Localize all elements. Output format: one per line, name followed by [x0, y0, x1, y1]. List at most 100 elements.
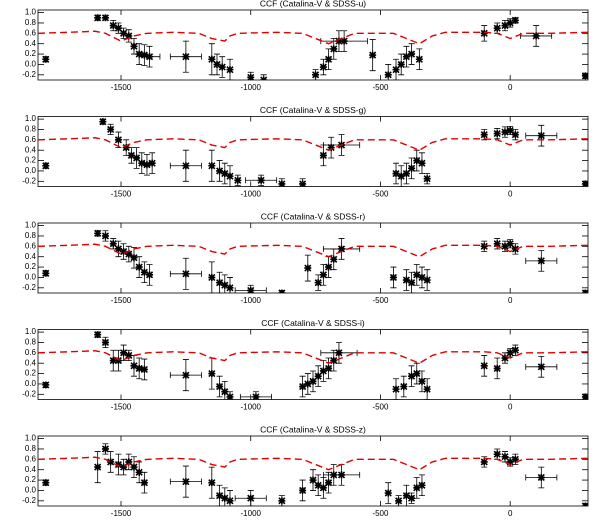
data-point: [395, 497, 403, 505]
y-tick-label: -0.2: [22, 176, 36, 185]
x-tick-label: -1500: [111, 403, 132, 412]
data-point: [135, 263, 143, 271]
data-point: [122, 144, 130, 152]
data-point: [257, 176, 265, 184]
data-point: [314, 279, 322, 287]
data-point: [480, 362, 488, 370]
plot-area: [38, 331, 588, 400]
data-point: [581, 393, 588, 400]
data-point: [309, 476, 317, 484]
data-point: [109, 240, 117, 248]
data-point: [247, 494, 255, 502]
y-tick-label: 0.4: [25, 252, 37, 261]
data-point: [42, 479, 50, 487]
data-point: [120, 463, 128, 471]
data-point: [537, 132, 545, 140]
data-point: [135, 468, 143, 476]
panel-title: CCF (Catalina-V & SDSS-z): [260, 424, 366, 434]
data-point: [408, 372, 416, 380]
data-point: [299, 180, 307, 187]
x-tick-label: -1000: [241, 83, 262, 92]
data-point: [413, 370, 421, 378]
data-point: [94, 331, 102, 339]
data-point: [537, 473, 545, 482]
data-point: [99, 118, 107, 126]
panel: CCF (Catalina-V & SDSS-g) -1500 -1000 -500 0…: [22, 105, 589, 199]
y-tick-label: 0.8: [25, 338, 37, 347]
panel-title: CCF (Catalina-V & SDSS-r): [261, 211, 366, 221]
data-point: [330, 357, 338, 365]
data-point: [143, 161, 151, 169]
x-tick-label: 0: [508, 83, 513, 92]
data-point: [537, 257, 545, 265]
data-point: [337, 245, 346, 253]
data-point: [226, 393, 234, 400]
y-tick-label: 0.8: [25, 231, 37, 240]
y-tick-label: 1.0: [25, 327, 37, 336]
y-tick-label: 1.0: [25, 114, 37, 123]
x-tick-label: 0: [508, 296, 513, 305]
data-point: [537, 363, 545, 371]
y-tick-label: 0.4: [25, 358, 37, 367]
data-point: [208, 479, 216, 487]
y-tick-label: -0.2: [22, 496, 36, 505]
data-point: [335, 349, 343, 357]
data-point: [340, 37, 348, 45]
data-point: [278, 497, 286, 505]
data-point: [408, 279, 416, 287]
data-point: [101, 232, 110, 240]
data-point: [221, 169, 229, 178]
x-tick-label: -1500: [111, 509, 132, 518]
panel-title: CCF (Catalina-V & SDSS-u): [260, 0, 366, 8]
data-point: [140, 268, 148, 276]
y-tick-label: 0.6: [25, 135, 37, 144]
data-point: [130, 463, 138, 471]
data-point: [493, 130, 501, 138]
data-point: [402, 492, 410, 500]
data-point: [101, 338, 110, 347]
data-point: [397, 172, 405, 180]
panel: CCF (Catalina-V & SDSS-i) -1500 -1000 -500 0…: [22, 318, 589, 412]
data-point: [581, 180, 588, 187]
data-point: [226, 66, 234, 74]
y-tick-label: 0.8: [25, 125, 37, 134]
data-point: [501, 354, 509, 362]
x-tick-label: -500: [372, 83, 389, 92]
data-point: [511, 346, 519, 354]
data-point: [218, 63, 226, 71]
data-point: [506, 458, 514, 466]
x-tick-label: 0: [508, 190, 513, 199]
data-point: [182, 270, 190, 278]
data-point: [140, 479, 148, 487]
panel-title: CCF (Catalina-V & SDSS-g): [260, 105, 366, 115]
data-point: [581, 72, 588, 80]
data-point: [216, 167, 224, 175]
data-point: [312, 71, 320, 79]
y-tick-label: -0.2: [22, 283, 36, 292]
data-point: [327, 144, 335, 152]
data-point: [182, 162, 190, 170]
data-point: [319, 271, 327, 279]
y-tick-label: 0.0: [25, 273, 37, 282]
data-point: [135, 364, 143, 372]
data-point: [319, 151, 327, 159]
y-tick-label: 0.2: [25, 369, 37, 378]
y-tick-label: 0.4: [25, 39, 37, 48]
data-point: [493, 24, 501, 32]
data-point: [107, 458, 115, 466]
data-point: [319, 484, 327, 492]
data-point: [319, 367, 327, 375]
data-point: [309, 377, 317, 385]
data-point: [581, 502, 588, 506]
y-tick-label: 0.8: [25, 444, 37, 453]
x-tick-label: -500: [372, 190, 389, 199]
data-point: [493, 364, 501, 372]
y-tick-label: 0.2: [25, 49, 37, 58]
data-point: [319, 63, 327, 71]
panel: CCF (Catalina-V & SDSS-u) -1500 -1000 -500 0…: [22, 0, 589, 92]
data-point: [299, 486, 307, 495]
data-point: [418, 273, 426, 282]
data-point: [114, 136, 122, 144]
y-tick-label: 1.0: [25, 8, 37, 17]
data-point: [94, 229, 102, 237]
